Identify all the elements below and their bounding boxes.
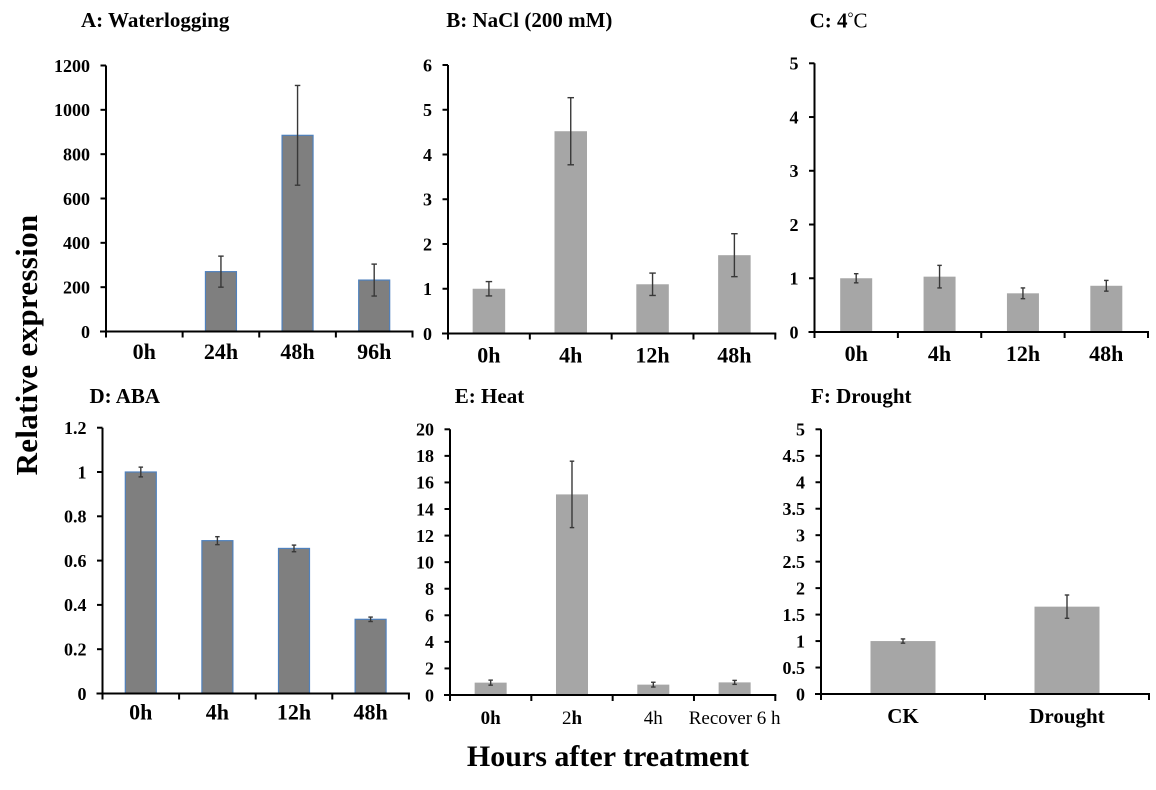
svg-text:12h: 12h	[1006, 341, 1040, 366]
svg-text:20: 20	[416, 420, 434, 440]
svg-text:800: 800	[63, 144, 90, 164]
svg-text:CK: CK	[887, 704, 919, 728]
svg-text:4h: 4h	[928, 341, 951, 366]
svg-text:0.5: 0.5	[783, 658, 806, 678]
svg-text:0h: 0h	[477, 343, 500, 368]
svg-text:0h: 0h	[845, 341, 868, 366]
svg-text:E: Heat: E: Heat	[455, 384, 524, 408]
svg-text:18: 18	[416, 446, 434, 466]
svg-text:5: 5	[796, 420, 805, 440]
svg-text:0.2: 0.2	[64, 640, 87, 660]
svg-text:10: 10	[416, 552, 434, 572]
svg-text:400: 400	[63, 233, 90, 253]
svg-text:200: 200	[63, 277, 90, 297]
svg-text:0h: 0h	[129, 700, 152, 725]
svg-text:0.8: 0.8	[64, 507, 87, 527]
svg-text:D: ABA: D: ABA	[90, 384, 161, 408]
svg-text:4h: 4h	[644, 708, 664, 729]
svg-text:3.5: 3.5	[783, 499, 806, 519]
svg-text:A: Waterlogging: A: Waterlogging	[81, 8, 230, 32]
svg-text:48h: 48h	[717, 343, 751, 368]
svg-text:1: 1	[423, 279, 432, 299]
svg-text:0: 0	[423, 324, 432, 344]
svg-text:2.5: 2.5	[783, 552, 806, 572]
svg-text:16: 16	[416, 473, 434, 493]
svg-text:2: 2	[796, 578, 805, 598]
svg-text:4.5: 4.5	[783, 446, 806, 466]
svg-text:3: 3	[796, 525, 805, 545]
svg-text:3: 3	[423, 190, 432, 210]
svg-text:4: 4	[423, 145, 432, 165]
svg-text:0: 0	[790, 322, 799, 342]
svg-text:0: 0	[81, 322, 90, 342]
svg-text:2h: 2h	[562, 708, 583, 729]
svg-text:Hours after treatment: Hours after treatment	[467, 740, 749, 773]
svg-text:12h: 12h	[277, 700, 311, 725]
svg-text:0h: 0h	[481, 708, 502, 729]
svg-text:14: 14	[416, 499, 434, 519]
svg-text:0.6: 0.6	[64, 551, 87, 571]
svg-text:4: 4	[425, 632, 434, 652]
svg-text:4: 4	[790, 107, 799, 127]
svg-text:0: 0	[425, 685, 434, 705]
svg-text:5: 5	[423, 100, 432, 120]
svg-text:48h: 48h	[280, 339, 314, 364]
svg-text:6: 6	[423, 55, 432, 75]
svg-text:0: 0	[796, 684, 805, 704]
svg-text:F: Drought: F: Drought	[811, 384, 912, 408]
svg-text:Relative expression: Relative expression	[9, 215, 44, 476]
svg-text:Drought: Drought	[1029, 704, 1104, 728]
svg-text:12: 12	[416, 526, 434, 546]
svg-text:48h: 48h	[1089, 341, 1123, 366]
svg-text:48h: 48h	[353, 700, 387, 725]
svg-text:1.2: 1.2	[64, 418, 87, 438]
svg-text:2: 2	[790, 215, 799, 235]
svg-text:4h: 4h	[206, 700, 229, 725]
svg-text:12h: 12h	[635, 343, 669, 368]
svg-text:4: 4	[796, 473, 805, 493]
svg-text:6: 6	[425, 606, 434, 626]
svg-text:600: 600	[63, 189, 90, 209]
svg-text:B: NaCl (200 mM): B: NaCl (200 mM)	[446, 8, 612, 32]
svg-text:0.4: 0.4	[64, 595, 87, 615]
svg-text:8: 8	[425, 579, 434, 599]
svg-text:1200: 1200	[54, 56, 90, 76]
svg-text:1.5: 1.5	[783, 605, 806, 625]
svg-text:1: 1	[78, 462, 87, 482]
svg-text:5: 5	[790, 54, 799, 74]
svg-text:C: 4°C: C: 4°C	[810, 8, 868, 32]
svg-text:Recover 6 h: Recover 6 h	[689, 708, 781, 729]
svg-text:3: 3	[790, 161, 799, 181]
svg-text:1: 1	[796, 631, 805, 651]
svg-text:4h: 4h	[559, 343, 582, 368]
svg-text:1: 1	[790, 269, 799, 289]
svg-text:1000: 1000	[54, 100, 90, 120]
svg-text:24h: 24h	[204, 339, 238, 364]
svg-text:2: 2	[423, 234, 432, 254]
svg-text:2: 2	[425, 659, 434, 679]
svg-text:96h: 96h	[357, 339, 391, 364]
svg-text:0h: 0h	[133, 339, 156, 364]
svg-text:0: 0	[78, 684, 87, 704]
